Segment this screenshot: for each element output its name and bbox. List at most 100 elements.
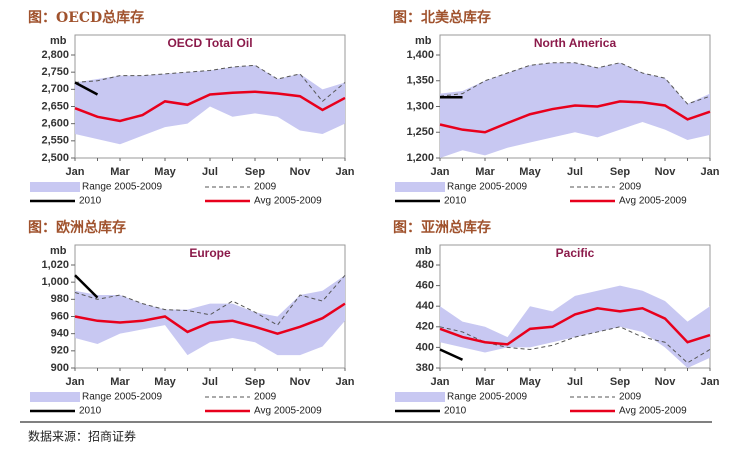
legend-label: 2010 xyxy=(79,196,102,207)
x-tick-label: Sep xyxy=(610,166,630,178)
y-tick-label: 2,750 xyxy=(41,66,69,78)
y-tick-label: 960 xyxy=(51,310,69,322)
y-axis-unit: mb xyxy=(415,245,432,257)
x-tick-label: Nov xyxy=(290,376,312,388)
x-tick-label: Mar xyxy=(110,376,130,388)
series-line xyxy=(74,274,346,326)
x-tick-label: Jan xyxy=(431,166,450,178)
y-tick-label: 1,300 xyxy=(406,100,434,112)
series-line xyxy=(439,348,464,361)
x-tick-label: Nov xyxy=(655,166,677,178)
y-tick-label: 2,550 xyxy=(41,135,69,147)
y-tick-label: 380 xyxy=(416,362,434,374)
x-tick-label: May xyxy=(154,166,176,178)
x-tick-label: Sep xyxy=(610,376,630,388)
y-tick-label: 2,700 xyxy=(41,83,69,95)
legend-label: 2009 xyxy=(619,182,642,193)
x-tick-label: Jan xyxy=(431,376,450,388)
legend-label: Avg 2005-2009 xyxy=(254,406,322,417)
series-line xyxy=(439,326,711,364)
y-tick-label: 460 xyxy=(416,280,434,292)
y-axis-unit: mb xyxy=(50,245,67,257)
x-tick-label: May xyxy=(154,376,176,388)
x-tick-label: May xyxy=(519,376,541,388)
series-line xyxy=(74,274,99,299)
panel-caption: 图：OECD总库存 xyxy=(28,9,144,26)
y-tick-label: 940 xyxy=(51,328,69,340)
series-line xyxy=(74,81,99,96)
range-band xyxy=(75,65,345,145)
legend-label: Avg 2005-2009 xyxy=(619,406,687,417)
series-line xyxy=(74,64,346,103)
y-tick-label: 920 xyxy=(51,345,69,357)
y-tick-label: 2,800 xyxy=(41,49,69,61)
chart-title: Pacific xyxy=(556,246,595,260)
chart-title: Europe xyxy=(189,246,231,260)
y-tick-label: 1,250 xyxy=(406,126,434,138)
series-line xyxy=(439,100,711,134)
x-tick-label: Mar xyxy=(475,376,495,388)
panel-caption: 图：欧洲总库存 xyxy=(28,219,126,236)
x-tick-label: May xyxy=(519,166,541,178)
legend-label: 2009 xyxy=(619,392,642,403)
legend-label: 2010 xyxy=(444,196,467,207)
legend-swatch xyxy=(30,182,80,192)
series-line xyxy=(439,306,711,346)
y-tick-label: 1,350 xyxy=(406,75,434,87)
chart-title: OECD Total Oil xyxy=(167,36,252,50)
y-tick-label: 1,200 xyxy=(406,152,434,164)
legend-label: 2010 xyxy=(444,406,467,417)
x-tick-label: Jan xyxy=(66,166,85,178)
source: 数据来源：招商证券 xyxy=(28,429,136,444)
y-tick-label: 1,000 xyxy=(41,276,69,288)
legend-label: 2009 xyxy=(254,392,277,403)
x-tick-label: Nov xyxy=(655,376,677,388)
y-tick-label: 420 xyxy=(416,321,434,333)
legend-swatch xyxy=(395,182,445,192)
y-tick-label: 400 xyxy=(416,341,434,353)
x-tick-label: Sep xyxy=(245,376,265,388)
y-tick-label: 480 xyxy=(416,259,434,271)
y-tick-label: 900 xyxy=(51,362,69,374)
legend-swatch xyxy=(30,392,80,402)
range-band xyxy=(75,275,345,356)
panel-caption: 图：北美总库存 xyxy=(393,9,491,26)
series-line xyxy=(74,90,346,123)
y-tick-label: 2,500 xyxy=(41,152,69,164)
x-tick-label: Jul xyxy=(202,166,218,178)
x-tick-label: Mar xyxy=(475,166,495,178)
legend-label: Range 2005-2009 xyxy=(82,392,163,403)
x-tick-label: Nov xyxy=(290,166,312,178)
legend-label: Avg 2005-2009 xyxy=(619,196,687,207)
legend-label: Avg 2005-2009 xyxy=(254,196,322,207)
y-tick-label: 1,400 xyxy=(406,49,434,61)
legend-label: Range 2005-2009 xyxy=(447,392,528,403)
y-axis-unit: mb xyxy=(415,35,432,47)
legend-label: 2010 xyxy=(79,406,102,417)
y-tick-label: 1,020 xyxy=(41,259,69,271)
x-tick-label: Jan xyxy=(701,166,720,178)
chart-title: North America xyxy=(534,36,617,50)
x-tick-label: Jul xyxy=(202,376,218,388)
series-line xyxy=(439,62,711,105)
legend-label: Range 2005-2009 xyxy=(447,182,528,193)
x-tick-label: Jan xyxy=(336,376,355,388)
x-tick-label: Jan xyxy=(701,376,720,388)
range-band xyxy=(440,62,710,158)
legend-label: 2009 xyxy=(254,182,277,193)
y-tick-label: 2,650 xyxy=(41,100,69,112)
y-tick-label: 2,600 xyxy=(41,118,69,130)
series-line xyxy=(74,302,346,335)
x-tick-label: Jan xyxy=(336,166,355,178)
x-tick-label: Jul xyxy=(567,376,583,388)
panel-caption: 图：亚洲总库存 xyxy=(393,219,491,236)
y-tick-label: 440 xyxy=(416,300,434,312)
range-band xyxy=(440,285,710,368)
y-tick-label: 980 xyxy=(51,293,69,305)
x-tick-label: Jan xyxy=(66,376,85,388)
legend-swatch xyxy=(395,392,445,402)
x-tick-label: Mar xyxy=(110,166,130,178)
y-axis-unit: mb xyxy=(50,35,67,47)
x-tick-label: Jul xyxy=(567,166,583,178)
